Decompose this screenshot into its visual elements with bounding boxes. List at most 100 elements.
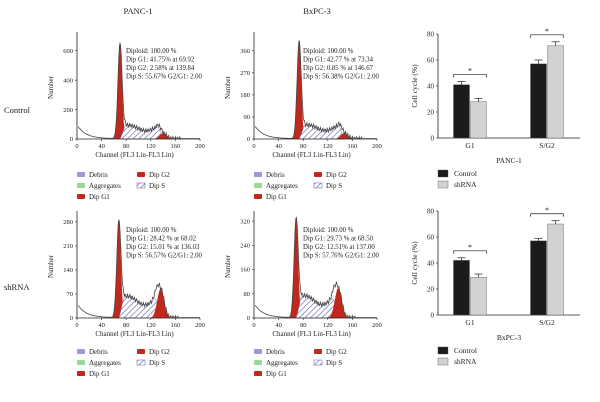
category-label: G1 xyxy=(465,318,474,327)
row-label-shrna: shRNA xyxy=(4,282,30,292)
stats-annotation: Dip S: 57.76% G2/G1: 2.00 xyxy=(303,253,380,260)
legend-swatch xyxy=(77,371,85,376)
x-axis-label: Channel (FL3 Lin-FL3 Lin) xyxy=(95,151,174,159)
x-tick-label: 200 xyxy=(195,143,205,150)
legend-label: Dip S xyxy=(326,182,342,190)
legend-label: Dip G2 xyxy=(326,348,347,356)
y-tick-label: 0 xyxy=(431,311,435,319)
legend-swatch xyxy=(437,357,449,366)
legend-label: Debris xyxy=(266,171,285,179)
y-tick-label: 60 xyxy=(427,56,435,64)
legend-swatch xyxy=(77,360,85,365)
y-tick-label: 40 xyxy=(427,259,435,267)
x-tick-label: 80 xyxy=(123,143,130,150)
stats-annotation: Dip S: 56.38% G2/G1: 2.00 xyxy=(303,74,380,81)
category-label: G1 xyxy=(465,141,474,150)
x-tick-label: 200 xyxy=(195,322,205,329)
legend-label: shRNA xyxy=(454,357,477,366)
legend-swatch xyxy=(137,172,145,177)
dip-g2-area xyxy=(328,288,349,318)
bar-chart-bxpc3: 0 20 40 60 80 Cell cycle (%) G1 * S/G2 * BxPC-3 Con… xyxy=(410,206,580,366)
y-tick-label: 0 xyxy=(70,315,73,322)
x-tick-label: 160 xyxy=(348,143,358,150)
legend-swatch xyxy=(136,359,146,366)
x-tick-label: 0 xyxy=(252,322,255,329)
stats-annotation: Dip G1: 42.77 % at 73.34 xyxy=(303,57,374,64)
legend-label: Aggregates xyxy=(266,182,298,190)
y-axis-label: Cell cycle (%) xyxy=(410,241,419,285)
legend-label: Dip G2 xyxy=(149,348,170,356)
x-tick-label: 120 xyxy=(323,143,333,150)
x-tick-label: 0 xyxy=(75,143,78,150)
y-tick-label: 90 xyxy=(244,114,251,121)
y-tick-label: 20 xyxy=(427,285,435,293)
y-tick-label: 20 xyxy=(427,108,435,116)
dip-g1-area xyxy=(112,43,128,139)
histogram-trace xyxy=(77,42,200,140)
category-label: S/G2 xyxy=(539,318,555,327)
bar xyxy=(530,63,547,139)
y-tick-label: 80 xyxy=(427,30,435,38)
legend-label: Dip S xyxy=(326,359,342,367)
bar xyxy=(547,223,564,316)
y-tick-label: 0 xyxy=(431,134,435,142)
x-tick-label: 160 xyxy=(171,143,181,150)
significance-star: * xyxy=(468,66,472,75)
legend-label: Aggregates xyxy=(89,359,121,367)
stats-annotation: Dip S: 56.57% G2/G1: 2.00 xyxy=(126,253,203,260)
y-tick-label: 180 xyxy=(240,92,250,99)
bar xyxy=(530,240,547,316)
x-axis-label: Channel (FL3 Lin-FL3 Lin) xyxy=(272,330,351,338)
legend-swatch xyxy=(254,183,262,188)
x-tick-label: 0 xyxy=(252,143,255,150)
legend-swatch xyxy=(77,172,85,177)
legend-label: Dip G2 xyxy=(326,171,347,179)
dip-g1-area xyxy=(291,40,307,139)
legend-label: Control xyxy=(454,346,477,355)
legend-label: Debris xyxy=(89,171,108,179)
legend-label: Dip G1 xyxy=(89,193,110,201)
x-axis-label: PANC-1 xyxy=(496,156,522,165)
x-tick-label: 0 xyxy=(75,322,78,329)
histogram-panc1-shrna: 0 40 80 120 160 200 0 70 140 210 280 Channel (FL3 L… xyxy=(47,211,205,378)
y-axis-label: Number xyxy=(47,75,55,99)
histogram-panc1-control: 0 40 80 120 160 200 0 200 400 600 Channel (FL3 Lin… xyxy=(47,32,205,201)
y-tick-label: 40 xyxy=(427,82,435,90)
bar xyxy=(470,277,487,316)
x-tick-label: 40 xyxy=(275,322,282,329)
x-tick-label: 120 xyxy=(146,143,156,150)
stats-annotation: Dip G2: 15.01 % at 136.03 xyxy=(126,244,200,251)
legend-swatch xyxy=(437,169,449,178)
y-tick-label: 600 xyxy=(63,48,73,55)
y-tick-label: 360 xyxy=(240,48,250,55)
x-tick-label: 200 xyxy=(372,143,382,150)
bar xyxy=(547,45,564,139)
panel-title-panc1: PANC-1 xyxy=(124,6,153,16)
row-label-control: Control xyxy=(4,105,31,115)
y-axis-label: Number xyxy=(224,254,232,278)
legend-label: Dip G2 xyxy=(149,171,170,179)
legend-swatch xyxy=(254,360,262,365)
stats-annotation: Dip S: 55.67% G2/G1: 2.00 xyxy=(126,74,203,81)
legend-swatch xyxy=(254,371,262,376)
legend-swatch xyxy=(314,172,322,177)
y-tick-label: 200 xyxy=(63,107,73,114)
legend-swatch xyxy=(254,194,262,199)
bar-chart-panc1: 0 20 40 60 80 Cell cycle (%) G1 * S/G2 * PANC-1 Con… xyxy=(410,27,580,189)
legend-swatch xyxy=(77,183,85,188)
x-tick-label: 80 xyxy=(123,322,130,329)
legend-swatch xyxy=(77,349,85,354)
y-tick-label: 210 xyxy=(63,243,73,250)
x-tick-label: 200 xyxy=(372,322,382,329)
x-tick-label: 160 xyxy=(348,322,358,329)
panel-title-bxpc3: BxPC-3 xyxy=(303,6,330,16)
legend-swatch xyxy=(136,182,146,189)
x-tick-label: 80 xyxy=(300,322,307,329)
legend-swatch xyxy=(437,180,449,189)
y-tick-label: 60 xyxy=(427,233,435,241)
legend-label: Dip G1 xyxy=(266,193,287,201)
y-tick-label: 70 xyxy=(67,291,74,298)
x-tick-label: 120 xyxy=(323,322,333,329)
category-label: S/G2 xyxy=(539,141,555,150)
significance-star: * xyxy=(468,243,472,252)
